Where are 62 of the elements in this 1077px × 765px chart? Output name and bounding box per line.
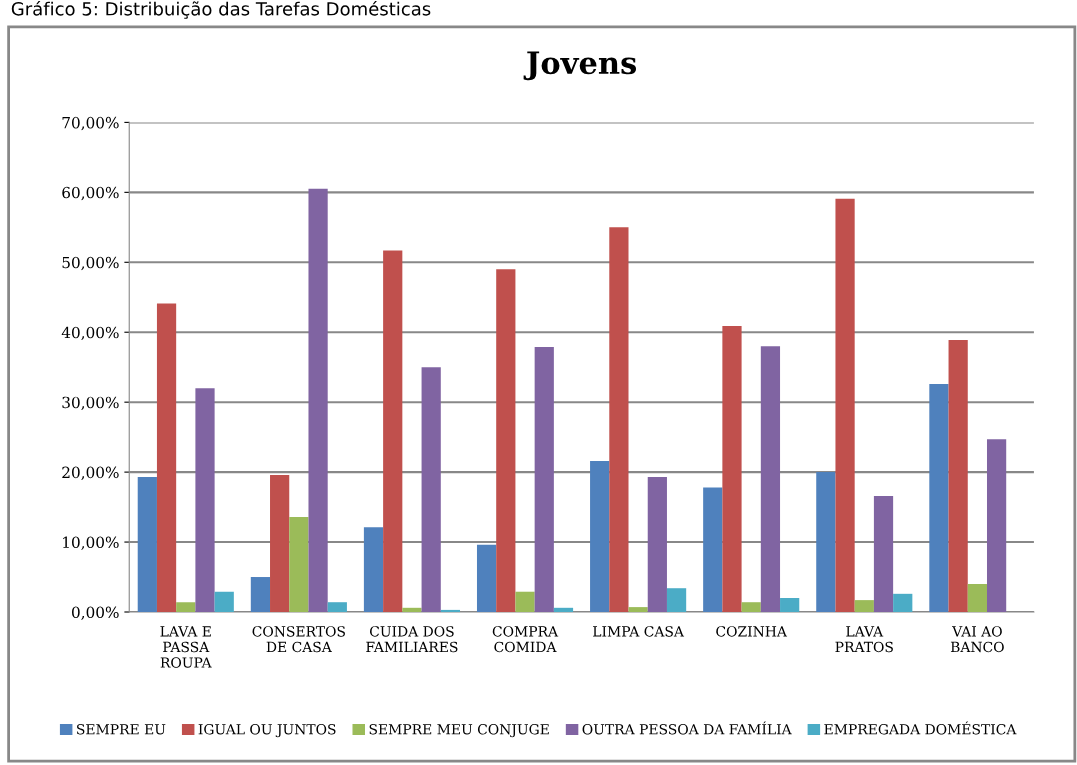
x-tick-label: CONSERTOS DE CASA [252,626,345,653]
y-tick-label: 40,00% [61,326,119,341]
bar [195,388,215,612]
y-tick-label: 0,00% [71,606,119,620]
x-tick-label: LAVA E PASSA ROUPA [160,626,212,668]
x-tick-label: LIMPA CASA [593,626,685,637]
y-tick-label: 30,00% [62,396,119,411]
bar [270,474,290,612]
bar [553,607,574,612]
bar [780,598,800,612]
bar [327,602,347,612]
bar [250,577,271,612]
bar [722,325,742,612]
bar [647,477,667,612]
chart-title: Jovens [523,51,637,81]
bar [137,477,157,612]
bar [383,250,403,612]
bar [289,516,309,612]
bar [515,591,535,612]
x-tick-label: COMPRA COMIDA [492,626,559,653]
bar [421,367,441,612]
bar [590,460,610,612]
x-tick-label: VAI AO BANCO [950,626,1004,653]
bar [986,439,1007,612]
bar [214,591,234,612]
y-tick-label: 60,00% [62,186,119,201]
bar [476,544,497,612]
bar [967,584,987,612]
bar [176,602,196,612]
bar [760,346,781,612]
y-tick-label: 50,00% [62,256,119,271]
bar [609,227,629,612]
bar [440,609,461,612]
bar [929,383,949,612]
bar [308,188,328,612]
legend-label: IGUAL OU JUNTOS [198,724,336,738]
bar [666,588,687,612]
bar [534,346,554,612]
bar [402,607,422,612]
bar [363,527,384,612]
bar [854,600,874,612]
y-tick-label: 20,00% [62,466,119,480]
bar [703,487,723,612]
x-tick-label: COZINHA [716,626,788,637]
legend-label: EMPREGADA DOMÉSTICA [824,721,1017,735]
text: Gráfico 5: Distribuição das Tarefas Domésticas [11,0,431,19]
x-tick-label: CUIDA DOS FAMILIARES [366,626,458,653]
bar [628,607,648,612]
bar [873,495,894,612]
legend-label: SEMPRE MEU CONJUGE [369,724,549,738]
bar [156,303,177,612]
bar [816,472,836,612]
bar [496,269,516,612]
bar [948,339,968,612]
legend-label: SEMPRE EU [77,724,166,735]
legend-label: OUTRA PESSOA DA FAMÍLIA [582,721,792,735]
bar [835,198,855,612]
y-tick-label: 70,00% [62,116,119,131]
bar [741,602,761,612]
y-tick-label: 10,00% [63,536,119,550]
bar [893,593,913,612]
x-tick-label: LAVA PRATOS [835,626,893,653]
